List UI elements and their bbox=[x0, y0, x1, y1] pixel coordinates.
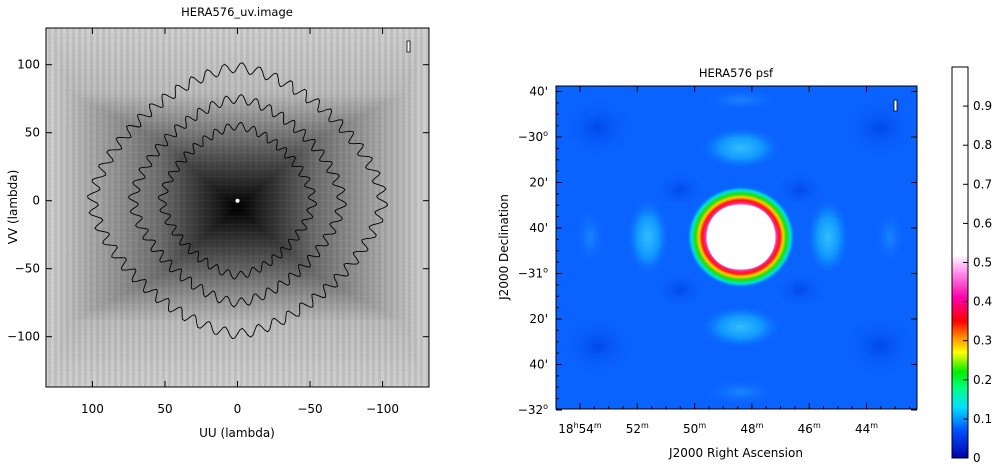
psf-frame bbox=[555, 85, 918, 410]
uv-contour-line bbox=[86, 62, 389, 340]
colorbar-tick-label: 0.1 bbox=[973, 412, 992, 426]
psf-x-tick-label: 18h54m bbox=[558, 421, 602, 436]
psf-y-tick-label: −32o bbox=[518, 402, 548, 417]
uv-y-tick-label: 100 bbox=[17, 58, 40, 72]
colorbar-ticks: 0 0.1 0.2 0.3 0.4 0.5 0.6 0.7 0.8 0.9 bbox=[963, 99, 992, 465]
uv-contours bbox=[86, 62, 389, 340]
colorbar-tick-label: 0.9 bbox=[973, 99, 992, 113]
uv-image-panel: HERA576_uv.image 100 50 0 −50 −100 −100 −50 0 5… bbox=[6, 5, 430, 440]
uv-x-tick-label: 0 bbox=[234, 402, 242, 416]
psf-y-tick-label: −30o bbox=[518, 129, 548, 144]
uv-x-axis-label: UU (lambda) bbox=[199, 426, 275, 440]
uv-x-tick-label: −50 bbox=[297, 402, 322, 416]
colorbar-tick-label: 0.6 bbox=[973, 216, 992, 230]
psf-x-tick-label: 46m bbox=[798, 421, 821, 436]
psf-y-tick-label: 20' bbox=[529, 312, 548, 326]
psf-corner-marker bbox=[893, 99, 898, 112]
psf-x-tick-label: 48m bbox=[740, 421, 763, 436]
colorbar-tick-label: 0.3 bbox=[973, 334, 992, 348]
colorbar-tick-label: 0.4 bbox=[973, 295, 992, 309]
psf-y-tick-label: 20' bbox=[529, 176, 548, 190]
psf-y-ticks: −32o 40' 20' −31o 40' 20' −30o 40' bbox=[518, 85, 917, 417]
uv-y-tick-label: 50 bbox=[25, 126, 40, 140]
uv-contour-line bbox=[157, 122, 318, 280]
psf-x-tick-label: 44m bbox=[855, 421, 878, 436]
uv-y-ticks: −100 −50 0 50 100 bbox=[7, 58, 429, 344]
uv-center-marker bbox=[235, 198, 240, 203]
uv-image-raster bbox=[46, 28, 429, 387]
psf-y-tick-label: 40' bbox=[529, 85, 548, 99]
uv-y-axis-label: VV (lambda) bbox=[6, 170, 20, 245]
uv-y-tick-label: 0 bbox=[32, 194, 40, 208]
colorbar-tick-label: 0 bbox=[973, 451, 981, 465]
colorbar-tick-label: 0.5 bbox=[973, 256, 992, 270]
psf-y-axis-label: J2000 Declination bbox=[497, 194, 511, 301]
psf-x-ticks: 18h54m 52m 50m 48m 46m 44m bbox=[558, 86, 910, 436]
psf-raster bbox=[556, 86, 917, 409]
psf-x-tick-label: 52m bbox=[626, 421, 649, 436]
psf-x-axis-label: J2000 Right Ascension bbox=[668, 446, 803, 460]
uv-x-tick-label: 100 bbox=[81, 402, 104, 416]
uv-x-tick-label: 50 bbox=[157, 402, 172, 416]
colorbar-tick-label: 0.8 bbox=[973, 138, 992, 152]
uv-image-title: HERA576_uv.image bbox=[181, 5, 293, 19]
psf-x-tick-label: 50m bbox=[683, 421, 706, 436]
uv-x-ticks: 100 50 0 −50 −100 bbox=[81, 28, 399, 416]
colorbar-tick-label: 0.2 bbox=[973, 373, 992, 387]
psf-title: HERA576 psf bbox=[699, 66, 774, 80]
uv-y-tick-label: −50 bbox=[15, 262, 40, 276]
psf-y-tick-label: 40' bbox=[529, 221, 548, 235]
uv-corner-marker bbox=[406, 40, 411, 53]
psf-panel: HERA576 psf 1 bbox=[497, 66, 992, 465]
uv-y-tick-label: −100 bbox=[7, 330, 40, 344]
psf-y-tick-label: 40' bbox=[529, 358, 548, 372]
uv-contour-line bbox=[127, 93, 348, 308]
uv-x-tick-label: −100 bbox=[366, 402, 399, 416]
psf-y-tick-label: −31o bbox=[518, 266, 548, 281]
colorbar-tick-label: 0.7 bbox=[973, 177, 992, 191]
